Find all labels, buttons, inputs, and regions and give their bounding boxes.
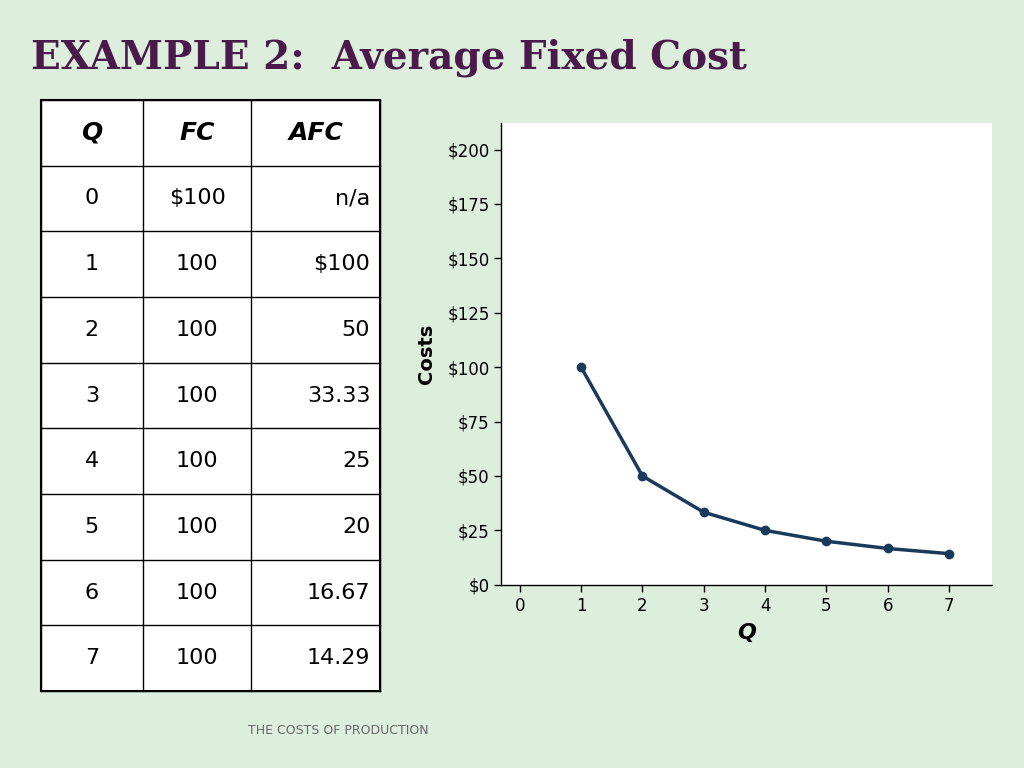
Text: 2: 2: [85, 319, 99, 339]
Text: 25: 25: [342, 452, 371, 472]
Text: 20: 20: [342, 517, 371, 537]
Text: 100: 100: [176, 254, 218, 274]
X-axis label: Q: Q: [737, 623, 756, 643]
Text: 4: 4: [85, 452, 99, 472]
Text: 33.33: 33.33: [307, 386, 371, 406]
Text: 5: 5: [85, 517, 99, 537]
Text: n/a: n/a: [335, 188, 371, 208]
Text: Q: Q: [81, 121, 102, 144]
Text: 100: 100: [176, 319, 218, 339]
Text: 3: 3: [85, 386, 99, 406]
Text: EXAMPLE 2:  Average Fixed Cost: EXAMPLE 2: Average Fixed Cost: [31, 38, 746, 77]
Text: 100: 100: [176, 517, 218, 537]
Text: 14.29: 14.29: [307, 648, 371, 668]
Text: 100: 100: [176, 583, 218, 603]
Text: THE COSTS OF PRODUCTION: THE COSTS OF PRODUCTION: [248, 724, 428, 737]
Text: 100: 100: [176, 386, 218, 406]
Text: 6: 6: [85, 583, 99, 603]
Text: $100: $100: [169, 188, 225, 208]
Text: 16.67: 16.67: [307, 583, 371, 603]
Y-axis label: Costs: Costs: [417, 324, 436, 384]
Text: 100: 100: [176, 648, 218, 668]
Text: FC: FC: [179, 121, 215, 144]
Text: 1: 1: [85, 254, 99, 274]
Text: 7: 7: [85, 648, 99, 668]
Text: 100: 100: [176, 452, 218, 472]
Text: 50: 50: [342, 319, 371, 339]
Text: $100: $100: [313, 254, 371, 274]
Text: 0: 0: [85, 188, 99, 208]
Text: AFC: AFC: [289, 121, 343, 144]
